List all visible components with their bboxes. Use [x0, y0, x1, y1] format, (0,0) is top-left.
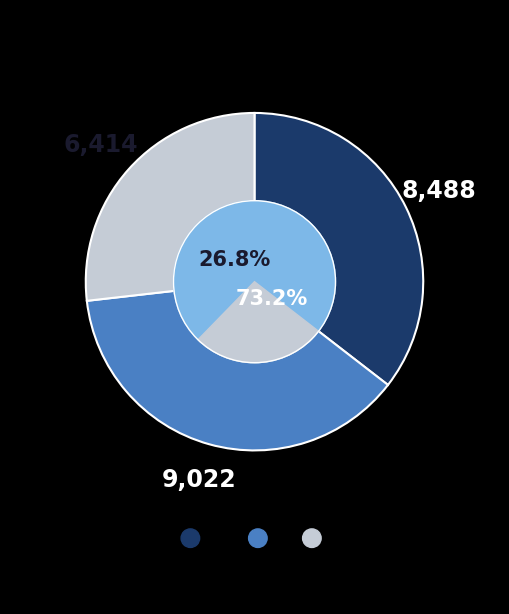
Text: 8,488: 8,488 [402, 179, 477, 203]
Text: 9,022: 9,022 [162, 468, 237, 492]
Wedge shape [87, 282, 388, 451]
Circle shape [174, 201, 335, 363]
Text: 73.2%: 73.2% [235, 289, 307, 309]
Circle shape [181, 529, 200, 548]
Wedge shape [254, 113, 423, 385]
Wedge shape [86, 113, 254, 301]
Circle shape [248, 529, 267, 548]
Text: 26.8%: 26.8% [198, 250, 270, 270]
Wedge shape [198, 282, 319, 363]
Circle shape [302, 529, 321, 548]
Text: 6,414: 6,414 [64, 133, 138, 157]
